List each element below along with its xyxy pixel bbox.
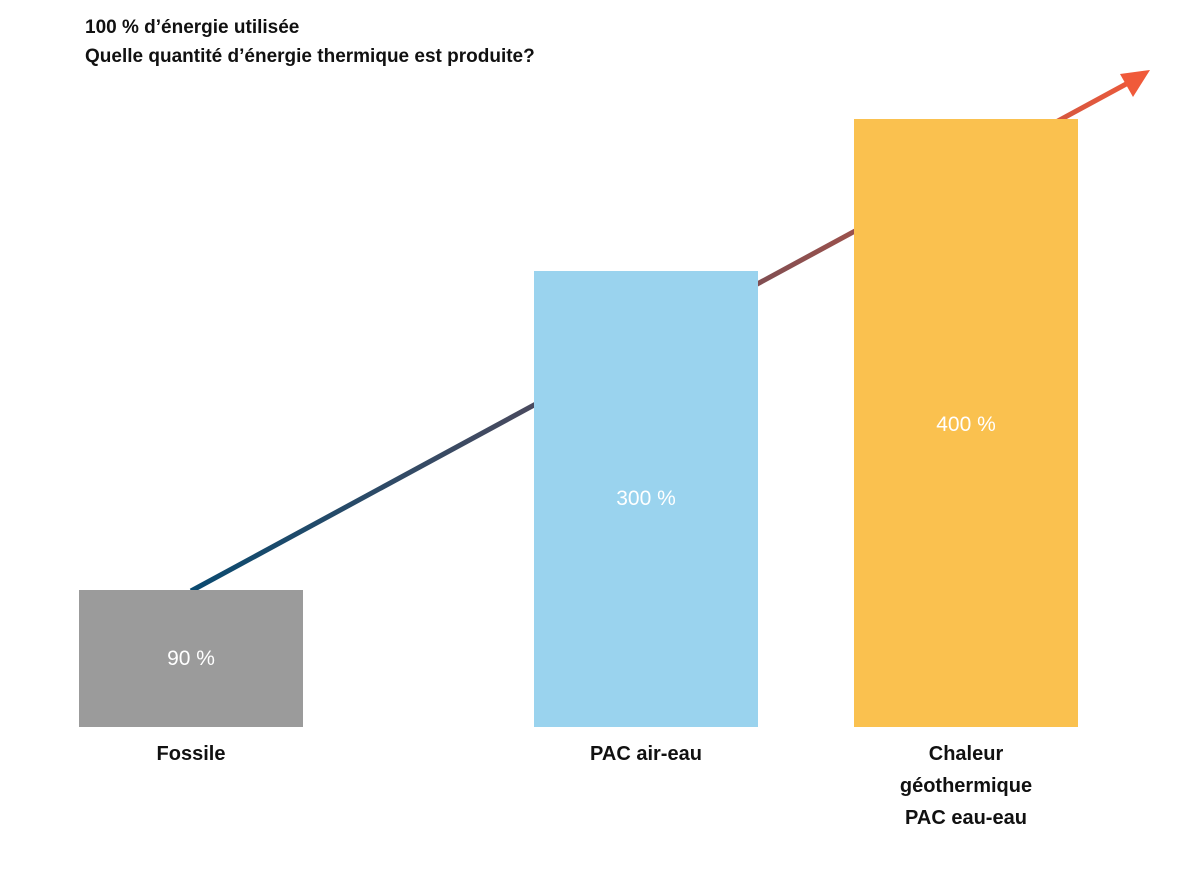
x-tick-label: Chaleur géothermique PAC eau-eau [899, 743, 1033, 829]
bar [854, 119, 1078, 727]
bar [534, 271, 758, 727]
value-label: 400 % [936, 413, 996, 436]
value-label: 300 % [616, 487, 676, 510]
chart-title: 100 % d’énergie utilisée [85, 17, 300, 38]
chart-subtitle: Quelle quantité d’énergie thermique est … [85, 46, 535, 67]
bar [79, 590, 303, 727]
x-tick-label: Fossile [156, 743, 226, 765]
arrow-head [1120, 70, 1150, 97]
x-tick-label: PAC air-eau [590, 743, 702, 765]
value-label: 90 % [167, 646, 215, 670]
